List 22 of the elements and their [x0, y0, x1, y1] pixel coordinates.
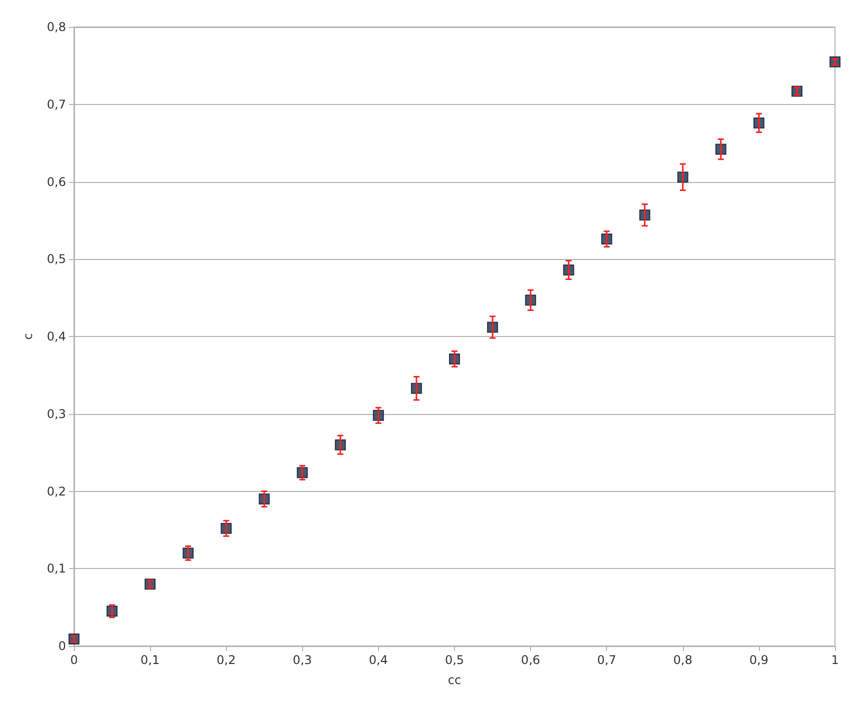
- x-tick-label: 1: [831, 653, 839, 667]
- y-tick-label: 0,6: [46, 174, 66, 189]
- y-tick-label: 0,2: [46, 484, 66, 498]
- y-tick-label: 0,3: [46, 406, 66, 421]
- x-tick-label: 0,3: [292, 653, 312, 667]
- x-tick-label: 0,8: [673, 653, 692, 667]
- y-axis-title: c: [21, 333, 35, 340]
- x-tick-label: 0,9: [749, 653, 768, 667]
- y-tick-label: 0,8: [46, 20, 66, 34]
- y-tick-label: 0,4: [46, 330, 66, 344]
- y-tick-label: 0,5: [46, 252, 66, 266]
- y-tick-label: 0: [58, 639, 66, 653]
- x-tick-label: 0,4: [368, 653, 388, 667]
- x-tick-label: 0,1: [140, 653, 160, 667]
- x-tick-label: 0,6: [521, 653, 540, 667]
- x-tick-label: 0: [70, 653, 78, 667]
- x-axis-title: cc: [448, 673, 462, 687]
- y-tick-label: 0,7: [46, 97, 66, 112]
- y-tick-label: 0,1: [46, 562, 66, 576]
- x-tick-label: 0,2: [216, 653, 236, 667]
- x-tick-label: 0,7: [597, 653, 616, 667]
- x-tick-label: 0,5: [444, 653, 464, 667]
